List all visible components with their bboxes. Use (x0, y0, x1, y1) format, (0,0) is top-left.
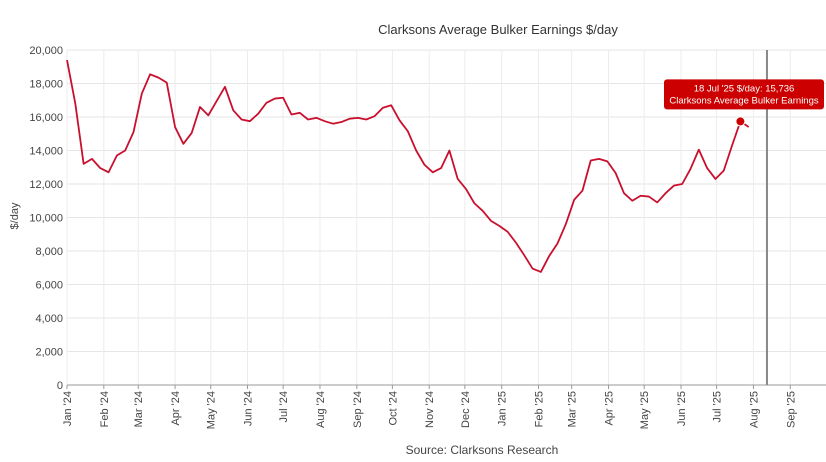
y-tick-label: 18,000 (29, 79, 63, 91)
x-tick-label: Jan '25 (497, 391, 509, 426)
x-tick-label: Feb '25 (533, 391, 545, 427)
x-tick-label: Jul '24 (278, 391, 290, 422)
tooltip-box (664, 79, 824, 110)
y-tick-label: 8,000 (35, 246, 63, 258)
tooltip-line-2: Clarksons Average Bulker Earnings (669, 95, 819, 106)
x-tick-label: Sep '25 (785, 391, 797, 428)
x-tick-label: Mar '25 (567, 391, 579, 427)
x-tick-label: May '25 (639, 391, 651, 429)
source-note: Source: Clarksons Research (406, 443, 559, 457)
y-axis-label: $/day (9, 202, 21, 229)
y-tick-label: 0 (57, 380, 63, 392)
x-tick-label: Sep '24 (352, 391, 364, 428)
chart-title: Clarksons Average Bulker Earnings $/day (378, 22, 618, 37)
x-tick-label: Aug '24 (315, 391, 327, 428)
x-tick-label: Feb '24 (99, 391, 111, 427)
axes: 0 2,000 4,000 6,000 8,000 10,000 12,000 14,000 1… (29, 45, 826, 429)
x-tick-label: Dec '24 (460, 391, 472, 428)
x-tick-label: Nov '24 (424, 391, 436, 428)
x-tick-label: Apr '25 (604, 391, 616, 426)
series-line (66, 59, 750, 273)
x-tick-label: Jan '24 (62, 391, 74, 426)
gridlines (66, 49, 826, 386)
x-tick-label: Aug '25 (748, 391, 760, 428)
x-tick-label: May '24 (206, 391, 218, 429)
y-tick-label: 2,000 (35, 347, 63, 359)
x-tick-label: Apr '24 (170, 391, 182, 426)
tooltip-line-1: 18 Jul '25 $/day: 15,736 (694, 83, 795, 94)
y-tick-label: 16,000 (29, 112, 63, 124)
y-tick-label: 12,000 (29, 179, 63, 191)
x-tick-label: Jun '25 (676, 391, 688, 426)
x-tick-label: Jul '25 (712, 391, 724, 422)
x-tick-label: Oct '24 (387, 391, 399, 426)
y-tick-label: 20,000 (29, 45, 63, 57)
y-tick-label: 10,000 (29, 213, 63, 225)
y-tick-label: 6,000 (35, 280, 63, 292)
series-layer (66, 59, 750, 273)
y-tick-label: 4,000 (35, 313, 63, 325)
y-tick-label: 14,000 (29, 146, 63, 158)
x-tick-label: Mar '24 (133, 391, 145, 427)
x-tick-label: Jun '24 (242, 391, 254, 426)
highlight-point (735, 116, 746, 127)
